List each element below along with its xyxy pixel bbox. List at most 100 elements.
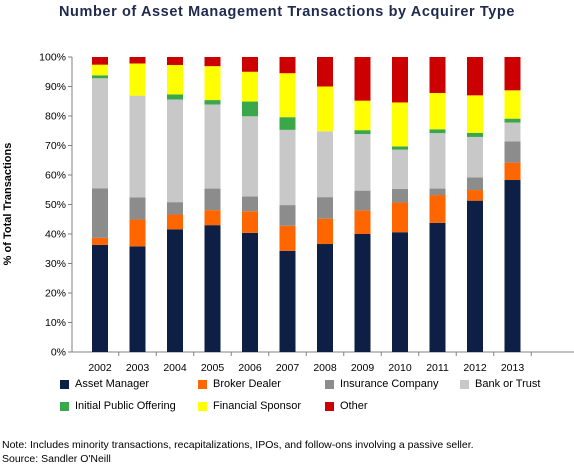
y-tick-label: 40% [45, 229, 66, 241]
x-tick-label: 2012 [463, 362, 487, 374]
y-axis-label-wrap: % of Total Transactions [2, 143, 14, 266]
legend-item: Financial Sponsor [198, 400, 301, 412]
bar-segment-other [204, 57, 221, 67]
bar-segment-broker-dealer [317, 218, 333, 245]
bar-segment-financial-sponsor [204, 66, 221, 101]
bar-segment-other [354, 57, 371, 101]
bar-segment-asset-manager [92, 244, 108, 352]
bar-segment-asset-manager [354, 234, 371, 352]
bar-segment-initial-public-offering [504, 118, 521, 123]
bar-segment-financial-sponsor [429, 92, 446, 130]
bar-segment-asset-manager [429, 222, 446, 352]
bar-segment-asset-manager [167, 229, 183, 352]
legend-swatch [198, 379, 207, 389]
x-tick-label: 2004 [163, 362, 187, 374]
bar-segment-initial-public-offering [279, 117, 296, 130]
bar-segment-broker-dealer [92, 237, 108, 245]
bar-segment-broker-dealer [204, 210, 221, 226]
x-tick-label: 2002 [88, 362, 112, 374]
y-tick-label: 30% [45, 258, 66, 270]
bar-segment-other [317, 57, 333, 87]
bar-segment-bank-or-trust [129, 95, 146, 198]
bar-segment-other [129, 57, 146, 64]
legend-item: Broker Dealer [198, 378, 281, 390]
bar-segment-broker-dealer [242, 211, 258, 233]
bar-segment-insurance-company [504, 141, 521, 163]
legend-swatch [60, 401, 69, 411]
bar-segment-initial-public-offering [354, 130, 371, 134]
x-tick-label: 2010 [388, 362, 412, 374]
bar-segment-bank-or-trust [204, 104, 221, 189]
y-tick-label: 70% [45, 140, 66, 152]
bar-segment-insurance-company [317, 197, 333, 219]
y-tick-label: 50% [45, 199, 66, 211]
bar-segment-financial-sponsor [354, 100, 371, 131]
legend-item: Initial Public Offering [60, 400, 176, 412]
y-tick-label: 80% [45, 111, 66, 123]
bar-segment-bank-or-trust [467, 136, 483, 178]
legend-item: Other [325, 400, 368, 412]
bar-segment-bank-or-trust [167, 99, 183, 203]
bar-segment-financial-sponsor [167, 64, 183, 95]
x-tick-label: 2009 [351, 362, 375, 374]
x-tick-label: 2008 [313, 362, 337, 374]
bar-segment-other [429, 57, 446, 93]
bar-segment-other [242, 57, 258, 72]
bar-segment-insurance-company [429, 188, 446, 196]
bar-segment-other [392, 57, 408, 103]
bar-segment-asset-manager [129, 246, 146, 352]
bar-segment-bank-or-trust [279, 129, 296, 206]
bar-segment-insurance-company [92, 188, 108, 238]
bar-segment-bank-or-trust [92, 78, 108, 189]
bar-segment-broker-dealer [504, 162, 521, 181]
legend-label: Other [340, 400, 368, 412]
legend-item: Insurance Company [325, 378, 438, 390]
x-tick-label: 2007 [276, 362, 300, 374]
y-axis-label: % of Total Transactions [2, 142, 14, 266]
bar-segment-other [92, 57, 108, 65]
bar-segment-insurance-company [467, 177, 483, 191]
bar-segment-asset-manager [392, 232, 408, 352]
legend-swatch [60, 379, 69, 389]
bar-segment-asset-manager [467, 200, 483, 352]
bar-segment-asset-manager [504, 180, 521, 352]
x-tick-label: 2013 [501, 362, 525, 374]
bar-segment-financial-sponsor [467, 95, 483, 133]
bar-segment-initial-public-offering [429, 129, 446, 134]
bar-segment-broker-dealer [429, 195, 446, 223]
legend-swatch [198, 401, 207, 411]
bar-segment-other [167, 57, 183, 65]
y-tick-label: 0% [51, 347, 66, 359]
bar-segment-other [504, 57, 521, 91]
bar-segment-insurance-company [129, 197, 146, 220]
bar-segment-financial-sponsor [279, 73, 296, 118]
legend-label: Insurance Company [340, 378, 439, 390]
bar-segment-broker-dealer [129, 219, 146, 247]
bar-segment-initial-public-offering [242, 101, 258, 117]
bar-segment-initial-public-offering [167, 94, 183, 100]
bar-segment-bank-or-trust [354, 133, 371, 191]
bar-segment-broker-dealer [392, 202, 408, 233]
legend-label: Broker Dealer [213, 378, 281, 390]
legend-swatch [325, 379, 334, 389]
legend-swatch [325, 401, 334, 411]
bar-segment-asset-manager [242, 232, 258, 352]
bar-segment-broker-dealer [167, 214, 183, 230]
bar-segment-insurance-company [204, 188, 221, 211]
bar-segment-financial-sponsor [129, 63, 146, 96]
y-tick-label: 10% [45, 317, 66, 329]
footnote: Note: Includes minority transactions, re… [2, 439, 474, 451]
bar-segment-initial-public-offering [392, 146, 408, 150]
bar-segment-financial-sponsor [242, 71, 258, 102]
legend-label: Financial Sponsor [213, 400, 302, 412]
x-tick-label: 2006 [238, 362, 262, 374]
legend-swatch [460, 379, 469, 389]
bar-segment-asset-manager [279, 250, 296, 352]
bar-segment-broker-dealer [279, 225, 296, 251]
x-tick-label: 2005 [201, 362, 225, 374]
legend-item: Bank or Trust [460, 378, 540, 390]
bar-segment-broker-dealer [467, 190, 483, 201]
bar-segment-financial-sponsor [317, 86, 333, 132]
bar-segment-insurance-company [354, 190, 371, 211]
bar-segment-bank-or-trust [429, 133, 446, 189]
